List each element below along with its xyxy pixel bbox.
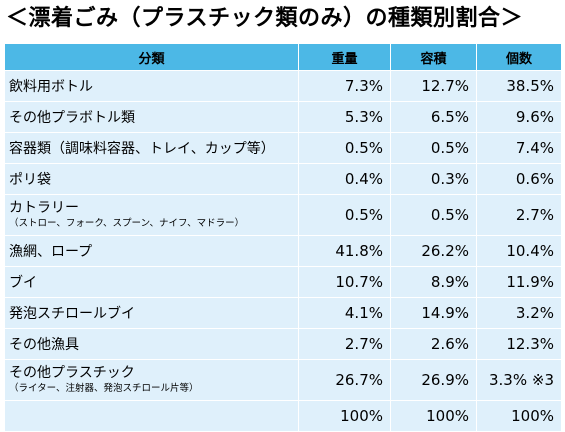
count-cell: 38.5% [476, 70, 562, 102]
row-label-cell: その他プラスチック （ライター、注射器、発泡スチロール片等） [4, 359, 299, 401]
total-row: 100% 100% 100% [4, 400, 562, 432]
row-label: その他プラスチック [9, 365, 135, 381]
count-cell: 12.3% [476, 328, 562, 360]
row-label-cell: カトラリー （ストロー、フォーク、スプーン、ナイフ、マドラー） [4, 194, 299, 236]
table-row: その他プラボトル類 5.3% 6.5% 9.6% [4, 101, 562, 133]
volume-cell: 8.9% [390, 266, 477, 298]
weight-cell: 41.8% [298, 235, 391, 267]
volume-cell: 26.2% [390, 235, 477, 267]
weight-cell: 4.1% [298, 297, 391, 329]
total-label [4, 400, 299, 432]
volume-cell: 14.9% [390, 297, 477, 329]
count-cell: 10.4% [476, 235, 562, 267]
header-volume: 容積 [390, 43, 477, 71]
row-label: その他漁具 [4, 328, 299, 360]
count-cell: 3.3% ※3 [476, 359, 562, 401]
weight-cell: 0.5% [298, 132, 391, 164]
volume-cell: 2.6% [390, 328, 477, 360]
header-count: 個数 [476, 43, 562, 71]
count-cell: 0.6% [476, 163, 562, 195]
weight-cell: 0.4% [298, 163, 391, 195]
row-label: カトラリー [9, 200, 79, 216]
weight-cell: 7.3% [298, 70, 391, 102]
page-title: ＜漂着ごみ（プラスチック類のみ）の種類別割合＞ [6, 6, 524, 31]
count-cell: 11.9% [476, 266, 562, 298]
volume-cell: 6.5% [390, 101, 477, 133]
composition-table: 分類 重量 容積 個数 飲料用ボトル 7.3% 12.7% 38.5% その他プ… [4, 43, 562, 432]
volume-cell: 0.5% [390, 132, 477, 164]
count-cell: 9.6% [476, 101, 562, 133]
table-row: カトラリー （ストロー、フォーク、スプーン、ナイフ、マドラー） 0.5% 0.5… [4, 194, 562, 236]
weight-cell: 2.7% [298, 328, 391, 360]
table-row: ブイ 10.7% 8.9% 11.9% [4, 266, 562, 298]
table-row: 容器類（調味料容器、トレイ、カップ等） 0.5% 0.5% 7.4% [4, 132, 562, 164]
table-row: その他漁具 2.7% 2.6% 12.3% [4, 328, 562, 360]
table-row: 漁網、ロープ 41.8% 26.2% 10.4% [4, 235, 562, 267]
count-cell: 7.4% [476, 132, 562, 164]
table-row: ポリ袋 0.4% 0.3% 0.6% [4, 163, 562, 195]
row-label: 飲料用ボトル [4, 70, 299, 102]
volume-cell: 0.3% [390, 163, 477, 195]
table-row: 飲料用ボトル 7.3% 12.7% 38.5% [4, 70, 562, 102]
volume-cell: 12.7% [390, 70, 477, 102]
row-sublabel: （ライター、注射器、発泡スチロール片等） [9, 383, 199, 394]
volume-cell: 0.5% [390, 194, 477, 236]
table-header-row: 分類 重量 容積 個数 [4, 43, 562, 71]
row-label: 発泡スチロールブイ [4, 297, 299, 329]
total-volume-cell: 100% [390, 400, 477, 432]
count-cell: 2.7% [476, 194, 562, 236]
row-label: ポリ袋 [4, 163, 299, 195]
total-weight-cell: 100% [298, 400, 391, 432]
header-category: 分類 [4, 43, 299, 71]
volume-cell: 26.9% [390, 359, 477, 401]
row-label: 漁網、ロープ [4, 235, 299, 267]
weight-cell: 0.5% [298, 194, 391, 236]
total-count-cell: 100% [476, 400, 562, 432]
row-label: 容器類（調味料容器、トレイ、カップ等） [4, 132, 299, 164]
header-weight: 重量 [298, 43, 391, 71]
row-sublabel: （ストロー、フォーク、スプーン、ナイフ、マドラー） [9, 218, 245, 229]
weight-cell: 10.7% [298, 266, 391, 298]
weight-cell: 5.3% [298, 101, 391, 133]
row-label: その他プラボトル類 [4, 101, 299, 133]
count-cell: 3.2% [476, 297, 562, 329]
row-label: ブイ [4, 266, 299, 298]
table-row: 発泡スチロールブイ 4.1% 14.9% 3.2% [4, 297, 562, 329]
weight-cell: 26.7% [298, 359, 391, 401]
table-row: その他プラスチック （ライター、注射器、発泡スチロール片等） 26.7% 26.… [4, 359, 562, 401]
